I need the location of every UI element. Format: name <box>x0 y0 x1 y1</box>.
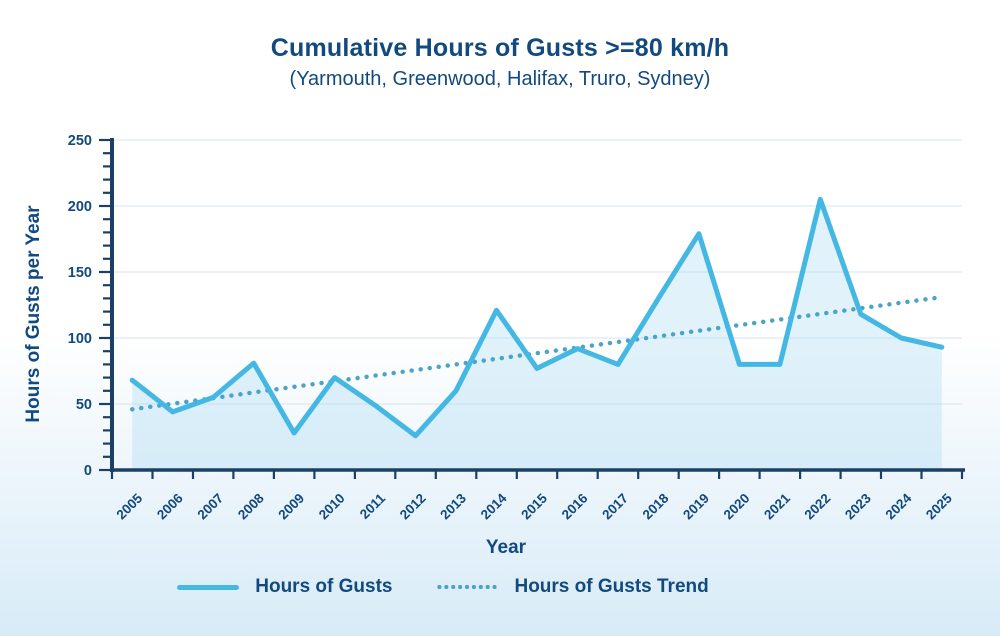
y-tick-label: 250 <box>68 133 92 149</box>
legend-item-trend: Hours of Gusts Trend <box>436 576 709 598</box>
x-tick-label: 2012 <box>397 491 429 523</box>
title-block: Cumulative Hours of Gusts >=80 km/h (Yar… <box>0 34 1000 91</box>
chart-legend: Hours of Gusts Hours of Gusts Trend <box>0 576 943 598</box>
y-tick-label: 50 <box>76 397 92 413</box>
y-tick-label: 150 <box>68 265 92 281</box>
x-tick-label: 2008 <box>235 490 267 522</box>
legend-line-swatch <box>177 584 240 590</box>
x-tick-label: 2015 <box>518 490 550 522</box>
x-tick-label: 2010 <box>316 491 348 523</box>
x-tick-labels: 2005 2006 2007 2008 2009 2010 2011 2012 2013 2014… <box>113 490 955 522</box>
y-tick-label: 200 <box>68 199 92 215</box>
legend-label-trend: Hours of Gusts Trend <box>514 576 709 597</box>
x-tick-label: 2017 <box>599 491 631 523</box>
x-tick-label: 2021 <box>761 490 793 522</box>
x-tick-label: 2025 <box>923 490 955 522</box>
x-tick-label: 2013 <box>437 490 469 522</box>
x-tick-label: 2022 <box>802 491 834 523</box>
chart-subtitle: (Yarmouth, Greenwood, Halifax, Truro, Sy… <box>289 68 711 90</box>
x-tick-label: 2006 <box>154 490 186 522</box>
x-tick-label: 2016 <box>559 490 591 522</box>
x-tick-label: 2023 <box>842 490 874 522</box>
y-tick-label: 100 <box>68 331 92 347</box>
x-tick-label: 2024 <box>883 490 915 522</box>
y-tick-label: 0 <box>84 463 92 479</box>
chart-title: Cumulative Hours of Gusts >=80 km/h <box>270 34 730 62</box>
gusts-area-fill <box>132 199 942 470</box>
y-tick-labels: 0 50 100 150 200 250 <box>68 133 92 479</box>
gusts-line <box>129 196 945 439</box>
x-tick-label: 2009 <box>275 491 307 523</box>
x-tick-label: 2018 <box>640 490 672 522</box>
x-tick-label: 2019 <box>680 491 712 523</box>
legend-trend-swatch <box>436 584 499 590</box>
x-axis-title: Year <box>485 537 527 558</box>
x-tick-label: 2020 <box>721 491 753 523</box>
legend-item-hours-of-gusts: Hours of Gusts <box>177 576 392 598</box>
legend-label-hours-of-gusts: Hours of Gusts <box>255 576 393 597</box>
x-tick-label: 2007 <box>194 491 226 523</box>
x-tick-label: 2011 <box>357 490 389 522</box>
x-tick-label: 2014 <box>478 490 510 522</box>
x-axis-ticks <box>110 470 964 479</box>
y-axis-ticks <box>99 138 110 472</box>
x-tick-label: 2005 <box>113 490 145 522</box>
